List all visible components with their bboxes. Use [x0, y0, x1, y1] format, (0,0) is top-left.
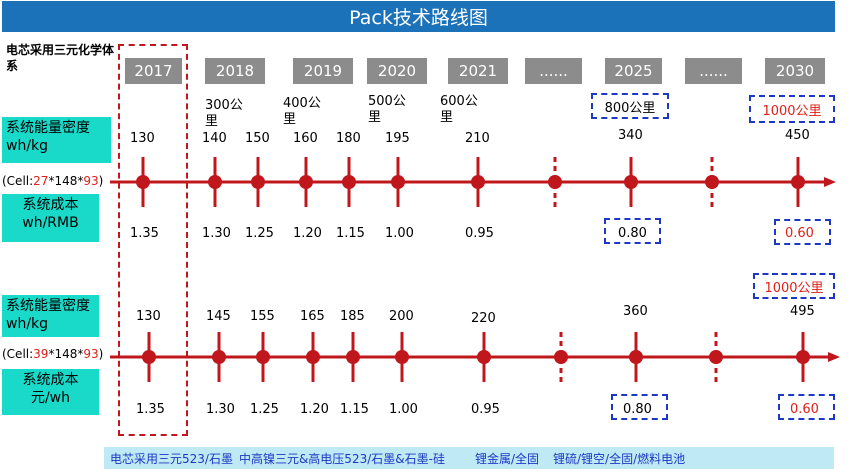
row1-density-value: 340 [618, 128, 643, 143]
row1-cost-value: 0.95 [465, 226, 494, 241]
row2-milestone-dot [142, 350, 156, 364]
row1-density-value: 160 [293, 131, 318, 146]
row2-milestone-dot [629, 350, 643, 364]
range-box-2025: 800公里 [591, 93, 669, 119]
row2-cost-value: 0.95 [471, 402, 500, 417]
row1-milestone-dot [299, 175, 313, 189]
row2-cost-value: 1.30 [206, 402, 235, 417]
row1-milestone-dot [208, 175, 222, 189]
year-2030: 2030 [765, 58, 825, 84]
row2-milestone-dot [212, 350, 226, 364]
range-label-2019: 400公里 [283, 96, 321, 127]
row2-milestone-dot [306, 350, 320, 364]
row1-cost-value: 0.60 [785, 226, 814, 241]
row2-density-value: 200 [389, 309, 414, 324]
row2-cost-value: 1.20 [300, 402, 329, 417]
year-ellipsis-2: ...... [685, 58, 742, 84]
row1-density-value: 450 [785, 128, 810, 143]
row2-density-value: 155 [250, 309, 275, 324]
row2-density-label: 系统能量密度wh/kg [2, 295, 99, 337]
range-label-2018: 300公里 [205, 98, 243, 129]
row2-cost-value: 0.80 [623, 402, 652, 417]
year-2019: 2019 [293, 58, 353, 84]
row2-cost-value: 0.60 [790, 402, 819, 417]
row1-cost-value: 1.35 [130, 226, 159, 241]
row2-density-value: 130 [136, 309, 161, 324]
row1-cost-value: 1.00 [385, 226, 414, 241]
year-2021: 2021 [448, 58, 508, 84]
tech-note-2: 中高镍三元&高电压523/石墨&石墨-硅 [238, 451, 445, 466]
row1-density-value: 180 [336, 131, 361, 146]
year-2017: 2017 [125, 58, 182, 84]
row2-timeline-arrow [828, 352, 840, 362]
row1-milestone-dot [705, 175, 719, 189]
row2-density-value: 165 [300, 309, 325, 324]
row2-milestone-dot [709, 350, 723, 364]
row2-density-value: 145 [206, 309, 231, 324]
row2-milestone-dot [477, 350, 491, 364]
range-box-2030-row2: 1000公里 [753, 273, 835, 299]
tech-note-1: 电芯采用三元523/石墨 [110, 451, 233, 466]
row1-density-value: 210 [465, 131, 490, 146]
row1-cost-value: 1.20 [293, 226, 322, 241]
row1-density-value: 150 [245, 131, 270, 146]
row2-milestone-dot [554, 350, 568, 364]
tech-note-4: 锂硫/锂空/全固/燃料电池 [553, 451, 686, 466]
row2-density-value: 495 [790, 304, 815, 319]
row2-cost-label: 系统成本元/wh [2, 369, 99, 415]
chemistry-note: 电芯采用三元化学体系 [6, 43, 115, 73]
row2-cost-value: 1.00 [389, 402, 418, 417]
row1-density-value: 195 [385, 131, 410, 146]
row1-cell-spec: (Cell:27*148*93) [2, 174, 104, 188]
column-2017-highlight [118, 44, 188, 436]
tech-note-3: 锂金属/全固 [474, 451, 539, 466]
row1-milestone-dot [791, 175, 805, 189]
year-2018: 2018 [205, 58, 265, 84]
row1-cost-value: 1.30 [202, 226, 231, 241]
row1-milestone-dot [391, 175, 405, 189]
row1-milestone-dot [471, 175, 485, 189]
row2-density-value: 185 [340, 309, 365, 324]
row1-density-value: 140 [202, 131, 227, 146]
row1-cost-value: 0.80 [618, 226, 647, 241]
row1-milestone-dot [548, 175, 562, 189]
row1-cost-value: 1.25 [245, 226, 274, 241]
row2-density-value: 360 [623, 304, 648, 319]
row1-cost-box-2025 [604, 218, 661, 244]
row2-milestone-dot [796, 350, 810, 364]
row2-cell-spec: (Cell:39*148*93) [2, 347, 104, 361]
row2-milestone-dot [256, 350, 270, 364]
row2-cost-value: 1.35 [136, 402, 165, 417]
row1-density-label: 系统能量密度wh/kg [2, 117, 111, 163]
year-ellipsis-1: ...... [525, 58, 582, 84]
technology-notes-bar: 电芯采用三元523/石墨 中高镍三元&高电压523/石墨&石墨-硅 锂金属/全固… [104, 447, 834, 469]
year-2025: 2025 [605, 58, 662, 84]
range-label-2020: 500公里 [368, 94, 406, 125]
year-2020: 2020 [367, 58, 427, 84]
page-title: Pack技术路线图 [2, 1, 835, 32]
row1-cost-value: 1.15 [336, 226, 365, 241]
row2-cost-value: 1.15 [340, 402, 369, 417]
row2-density-value: 220 [471, 311, 496, 326]
row1-milestone-dot [251, 175, 265, 189]
row2-cost-value: 1.25 [250, 402, 279, 417]
range-label-2021: 600公里 [440, 94, 478, 125]
row1-cost-label: 系统成本wh/RMB [2, 194, 99, 242]
range-box-2030: 1000公里 [749, 95, 835, 123]
row1-timeline-arrow [824, 177, 836, 187]
row1-cost-box-2030 [774, 219, 831, 245]
row2-milestone-dot [395, 350, 409, 364]
row2-milestone-dot [346, 350, 360, 364]
row2-cost-box-2030 [778, 394, 835, 420]
row1-milestone-dot [624, 175, 638, 189]
row2-cost-box-2025 [611, 394, 668, 420]
row1-milestone-dot [342, 175, 356, 189]
row1-milestone-dot [136, 175, 150, 189]
row1-density-value: 130 [130, 131, 155, 146]
